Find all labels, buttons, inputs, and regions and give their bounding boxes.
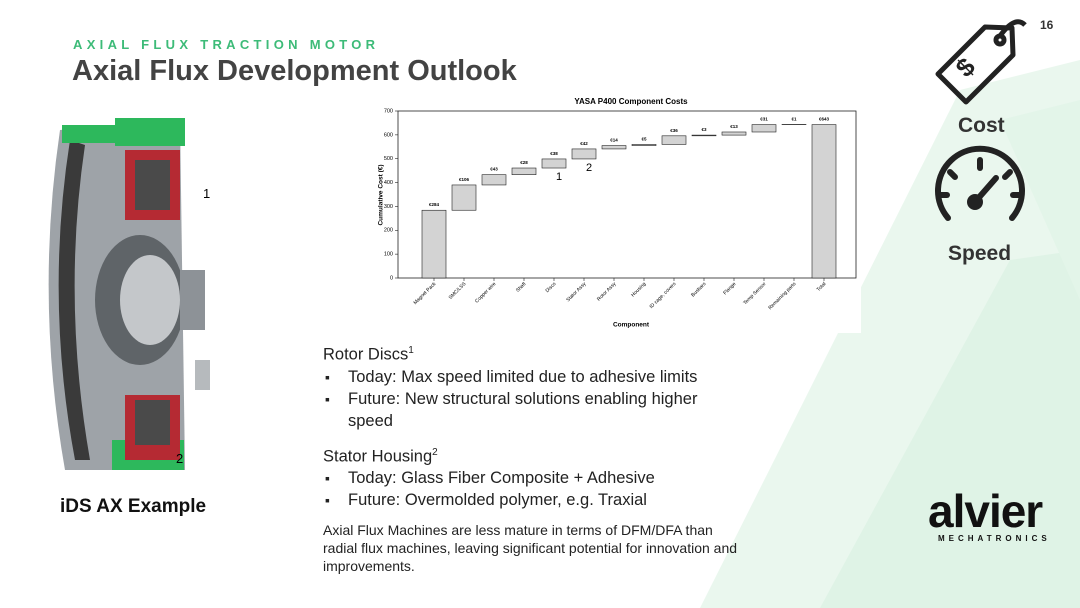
section-heading: Stator Housing2 [323,442,743,468]
icon-label: Cost [958,114,1005,137]
value-label: €43 [490,167,498,172]
x-tick-label: ID cage, covers [649,281,678,310]
bar [541,158,567,169]
ref: 2 [432,446,438,458]
value-label: €284 [429,202,440,207]
x-tick-label: Housing [630,281,647,298]
x-tick-label: Shaft [515,281,528,294]
value-label: €14 [610,138,618,143]
chart: YASA P400 Component Costs Component Cumu… [373,90,861,333]
bar [691,134,717,137]
value-label: €5 [641,136,647,141]
slide-title: Axial Flux Development Outlook [72,55,517,87]
chart-title: YASA P400 Component Costs [574,97,688,106]
y-tick-label: 700 [384,108,393,114]
bullet: Future: Overmolded polymer, e.g. Traxial [323,489,743,511]
annotation: 1 [556,171,562,183]
bar [721,131,747,136]
value-label: €36 [670,128,678,133]
value-label: €643 [819,117,830,122]
plot-frame [397,110,857,279]
annotation: 2 [586,162,592,174]
y-tick-label: 600 [384,132,393,138]
x-tick-label: SMC/LSS [448,281,468,301]
svg-text:$: $ [950,51,982,83]
value-label: €1 [791,116,797,121]
bar [601,145,627,150]
value-label: €31 [760,117,768,122]
kicker: AXIAL FLUX TRACTION MOTOR [73,37,380,52]
note: Axial Flux Machines are less mature in t… [323,522,738,574]
bar [811,124,837,279]
page-number: 16 [1040,18,1054,32]
bar [451,184,477,211]
ref: 1 [408,345,414,356]
x-tick-label: Magnet Pack [413,281,438,306]
motor-illustration [48,118,210,470]
image-caption: iDS AX Example [60,496,207,517]
x-tick-label: Discs [545,281,558,294]
value-label: €13 [730,124,738,129]
heading: Stator Housing [323,447,433,465]
value-label: €106 [459,177,470,182]
callout: 2 [176,451,184,466]
y-tick-label: 200 [384,228,393,234]
x-tick-label: Stator Assy [565,281,587,303]
bar [571,148,597,160]
x-tick-label: Busbars [690,281,708,299]
x-tick-label: Temp Sensor [742,281,767,306]
y-tick-label: 0 [390,275,393,281]
y-tick-label: 100 [384,252,393,258]
x-tick-label: Total [816,281,828,293]
bullet: Future: New structural solutions enablin… [323,388,743,432]
bar [631,144,657,146]
y-tick-label: 500 [384,156,393,162]
value-label: €3 [701,127,707,132]
bar [481,174,507,186]
y-axis-label: Cumulative Cost (€) [378,164,385,225]
bar [421,209,447,279]
x-tick-label: Rotor Assy [596,281,618,303]
y-tick-label: 400 [384,180,393,186]
y-tick-label: 300 [384,204,393,210]
speed-icon [935,145,1025,221]
text-block: Rotor Discs1 Today: Max speed limited du… [323,340,743,511]
value-label: €42 [580,141,588,146]
bullet: Today: Max speed limited due to adhesive… [323,366,743,388]
heading: Rotor Discs [323,345,409,364]
x-tick-label: Flange [722,281,737,296]
bar [661,135,687,145]
callout: 1 [203,186,211,201]
logo-subtitle: MECHATRONICS [938,534,1051,543]
x-tick-label: Remaining parts [767,281,797,311]
bar [511,167,537,175]
x-axis-label: Component [613,322,650,329]
section-heading: Rotor Discs1 [323,340,743,366]
x-tick-label: Copper wire [474,281,497,304]
bar [751,124,777,133]
logo: alvier [928,485,1043,537]
bullet: Today: Glass Fiber Composite + Adhesive [323,467,743,489]
icon-label: Speed [948,242,1012,265]
value-label: €38 [550,151,558,156]
value-label: €28 [520,160,528,165]
